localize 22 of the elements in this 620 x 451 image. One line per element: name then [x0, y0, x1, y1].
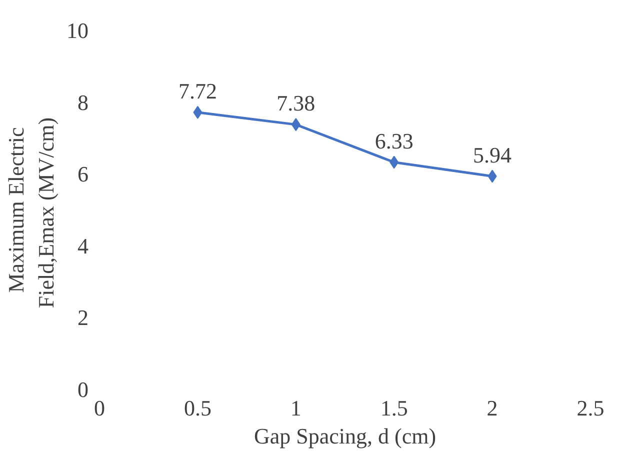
y-tick-label: 8 — [78, 90, 88, 115]
data-label: 6.33 — [374, 128, 414, 154]
x-tick-label: 0.5 — [184, 396, 212, 420]
y-tick-label: 10 — [66, 18, 88, 43]
x-tick-label: 2 — [486, 396, 498, 420]
point — [193, 106, 202, 119]
x-tick-label: 1 — [290, 396, 302, 420]
y-axis-title: Maximum Electric Field,Emax (MV/cm) — [4, 117, 58, 308]
point — [390, 156, 399, 169]
x-tick-label: 1.5 — [380, 396, 408, 420]
y-tick-label: 4 — [78, 233, 88, 258]
x-axis-title: Gap Spacing, d (cm) — [254, 424, 436, 448]
data-label: 5.94 — [473, 142, 512, 168]
y-tick-label: 0 — [78, 377, 88, 402]
x-tick-label: 0 — [94, 396, 105, 420]
data-label: 7.72 — [178, 78, 217, 104]
y-tick-label: 6 — [78, 162, 88, 187]
y-tick-label: 2 — [78, 305, 88, 330]
point — [488, 170, 497, 183]
point — [291, 118, 300, 132]
data-label: 7.38 — [276, 90, 316, 116]
x-tick-label: 2.5 — [576, 396, 604, 420]
